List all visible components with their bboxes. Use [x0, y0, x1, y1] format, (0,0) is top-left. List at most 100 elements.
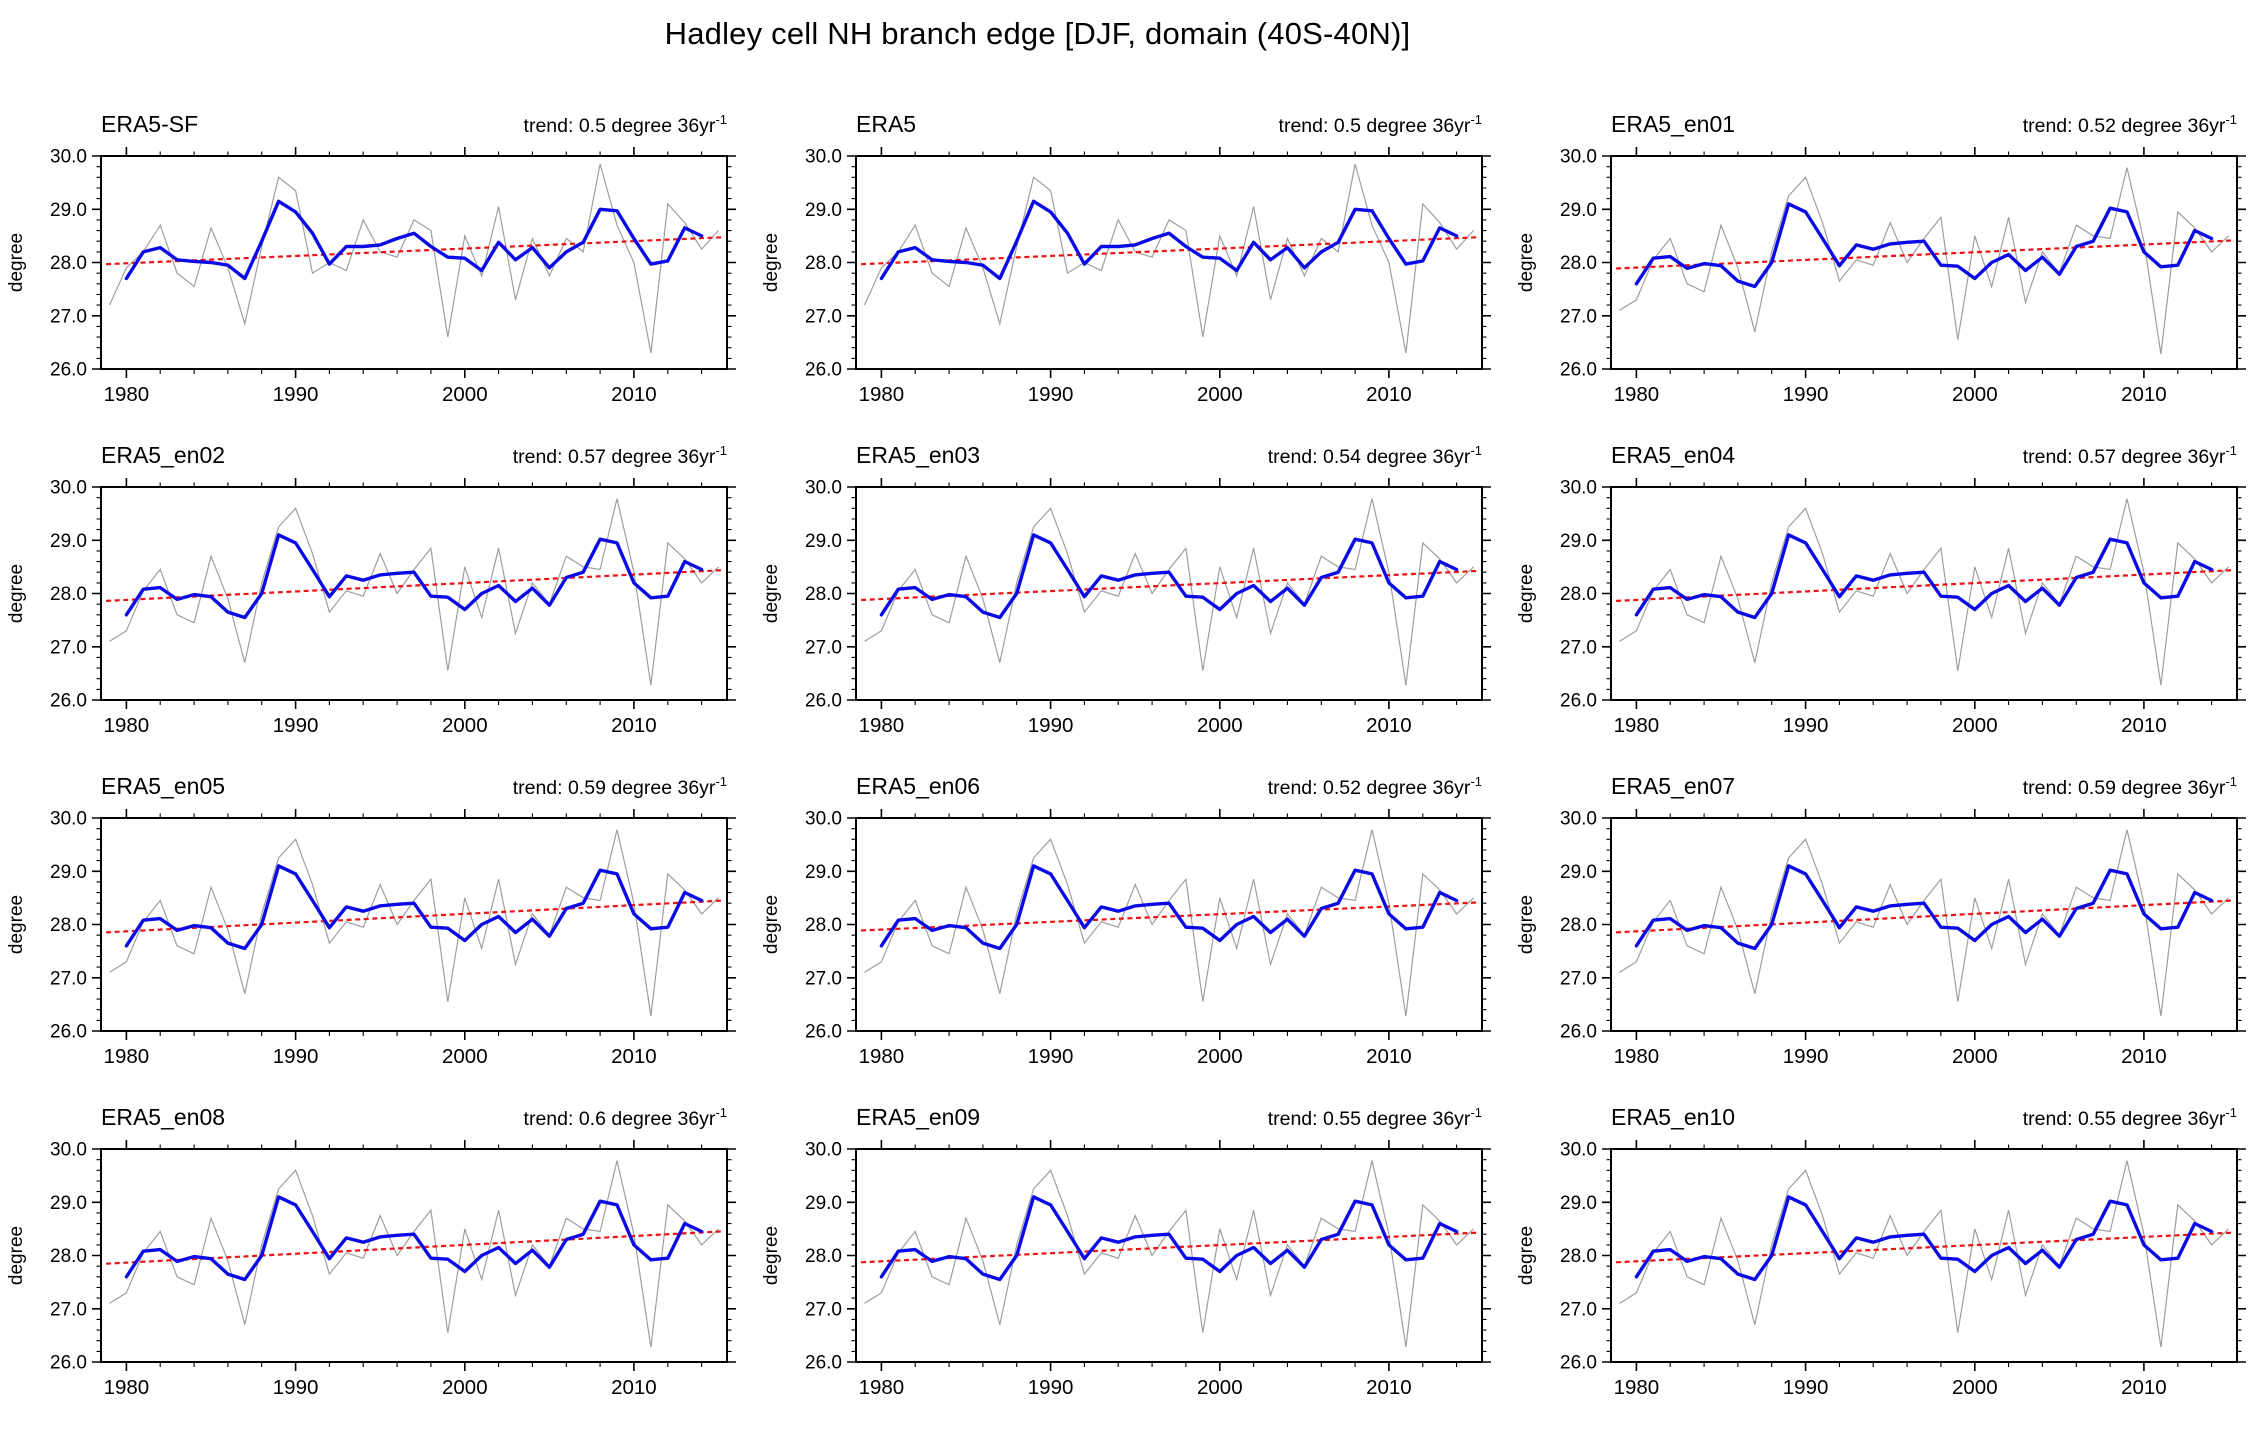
x-tick-label: 2000 [1197, 1045, 1243, 1068]
y-tick-label: 28.0 [1560, 1246, 1597, 1267]
axes: 30.0 29.0 28.0 27.0 26.0 1980 1990 2000 2010 [1560, 1140, 2246, 1399]
annual-series-line [864, 498, 1474, 686]
x-tick-label: 1990 [1028, 1376, 1074, 1399]
x-tick-label: 1980 [1614, 383, 1660, 406]
x-tick-label: 2010 [1366, 1376, 1412, 1399]
x-tick-label: 2010 [2121, 714, 2167, 737]
series-layer [106, 829, 722, 1017]
annual-series-line [109, 498, 719, 686]
y-tick-label: 29.0 [805, 1193, 842, 1214]
panel-grid: ERA5-SF trend: 0.5 degree 36yr-1 degree … [0, 110, 2265, 1434]
y-tick-label: 29.0 [50, 862, 87, 883]
y-tick-label: 26.0 [50, 1353, 87, 1374]
y-axis-title: degree [6, 233, 27, 292]
x-tick-label: 2010 [1366, 714, 1412, 737]
minor-ticks [851, 813, 1487, 1036]
x-tick-label: 1990 [273, 1376, 319, 1399]
x-tick-label: 1990 [273, 1045, 319, 1068]
series-layer [1616, 498, 2232, 686]
x-tick-label: 1980 [104, 714, 150, 737]
series-layer [106, 498, 722, 686]
y-tick-label: 29.0 [805, 862, 842, 883]
y-tick-label: 26.0 [1560, 360, 1597, 381]
x-tick-label: 1990 [1028, 1045, 1074, 1068]
y-tick-label: 29.0 [1560, 1193, 1597, 1214]
annual-series-line [1619, 1160, 2229, 1348]
panel-title: ERA5_en05 [101, 773, 225, 799]
smoothed-series-line [879, 199, 1459, 281]
chart-panel: ERA5_en01 trend: 0.52 degree 36yr-1 degr… [1510, 110, 2265, 441]
axes: 30.0 29.0 28.0 27.0 26.0 1980 1990 2000 2010 [50, 478, 736, 737]
x-tick-label: 1990 [1783, 383, 1829, 406]
chart-panel: ERA5_en05 trend: 0.59 degree 36yr-1 degr… [0, 772, 755, 1103]
y-tick-label: 28.0 [50, 915, 87, 936]
x-tick-label: 1980 [104, 383, 150, 406]
x-tick-label: 2000 [442, 1045, 488, 1068]
smoothed-series-line [879, 533, 1459, 620]
annual-series-line [863, 163, 1474, 354]
y-tick-label: 30.0 [805, 1140, 842, 1161]
y-tick-label: 30.0 [805, 809, 842, 830]
y-tick-label: 30.0 [50, 809, 87, 830]
y-tick-label: 28.0 [50, 253, 87, 274]
x-tick-label: 1990 [1028, 383, 1074, 406]
y-axis-title: degree [1516, 233, 1537, 292]
y-tick-label: 26.0 [805, 1022, 842, 1043]
major-ticks [92, 1140, 736, 1371]
chart-panel: ERA5_en03 trend: 0.54 degree 36yr-1 degr… [755, 441, 1510, 772]
x-tick-label: 2010 [1366, 383, 1412, 406]
y-tick-label: 30.0 [50, 478, 87, 499]
y-tick-label: 30.0 [1560, 809, 1597, 830]
trend-label: trend: 0.59 degree 36yr-1 [513, 774, 727, 799]
minor-ticks [851, 1144, 1487, 1367]
x-tick-label: 2010 [611, 714, 657, 737]
smoothed-series-line [879, 1195, 1459, 1282]
y-tick-label: 26.0 [1560, 691, 1597, 712]
series-layer [861, 163, 1477, 354]
y-axis-title: degree [1516, 895, 1537, 954]
x-tick-label: 2010 [2121, 1376, 2167, 1399]
y-tick-label: 27.0 [805, 637, 842, 658]
x-tick-label: 2000 [1952, 1376, 1998, 1399]
x-tick-label: 2000 [1197, 1376, 1243, 1399]
y-axis-title: degree [761, 233, 782, 292]
chart-panel: ERA5_en04 trend: 0.57 degree 36yr-1 degr… [1510, 441, 2265, 772]
minor-ticks [1606, 1144, 2242, 1367]
y-tick-label: 30.0 [50, 147, 87, 168]
annual-series-line [1619, 829, 2229, 1017]
major-ticks [847, 1140, 1491, 1371]
trend-label: trend: 0.57 degree 36yr-1 [2023, 443, 2237, 468]
x-tick-label: 1990 [1028, 714, 1074, 737]
annual-series-line [864, 829, 1474, 1017]
x-tick-label: 2000 [1952, 383, 1998, 406]
panel-chart: ERA5-SF trend: 0.5 degree 36yr-1 degree … [6, 111, 736, 406]
y-tick-label: 28.0 [805, 1246, 842, 1267]
annual-series-line [109, 1160, 719, 1348]
x-tick-label: 1990 [1783, 1376, 1829, 1399]
axes: 30.0 29.0 28.0 27.0 26.0 1980 1990 2000 2010 [805, 809, 1491, 1068]
y-tick-label: 27.0 [1560, 306, 1597, 327]
panel-chart: ERA5_en01 trend: 0.52 degree 36yr-1 degr… [1516, 111, 2246, 406]
major-ticks [1602, 478, 2246, 709]
y-tick-label: 29.0 [50, 531, 87, 552]
x-tick-label: 1990 [1783, 1045, 1829, 1068]
x-tick-label: 1980 [1614, 1376, 1660, 1399]
y-tick-label: 28.0 [50, 584, 87, 605]
y-axis-title: degree [6, 895, 27, 954]
major-ticks [1602, 809, 2246, 1040]
x-tick-label: 1980 [1614, 1045, 1660, 1068]
panel-chart: ERA5_en04 trend: 0.57 degree 36yr-1 degr… [1516, 442, 2246, 737]
annual-series-line [108, 163, 719, 354]
minor-ticks [96, 482, 732, 705]
x-tick-label: 1990 [273, 383, 319, 406]
y-tick-label: 26.0 [50, 360, 87, 381]
y-tick-label: 26.0 [1560, 1022, 1597, 1043]
y-tick-label: 27.0 [50, 637, 87, 658]
series-layer [861, 498, 1477, 686]
panel-chart: ERA5_en02 trend: 0.57 degree 36yr-1 degr… [6, 442, 736, 737]
chart-panel: ERA5_en09 trend: 0.55 degree 36yr-1 degr… [755, 1103, 1510, 1434]
y-tick-label: 28.0 [805, 915, 842, 936]
y-axis-title: degree [6, 564, 27, 623]
y-tick-label: 26.0 [1560, 1353, 1597, 1374]
x-tick-label: 2000 [442, 383, 488, 406]
